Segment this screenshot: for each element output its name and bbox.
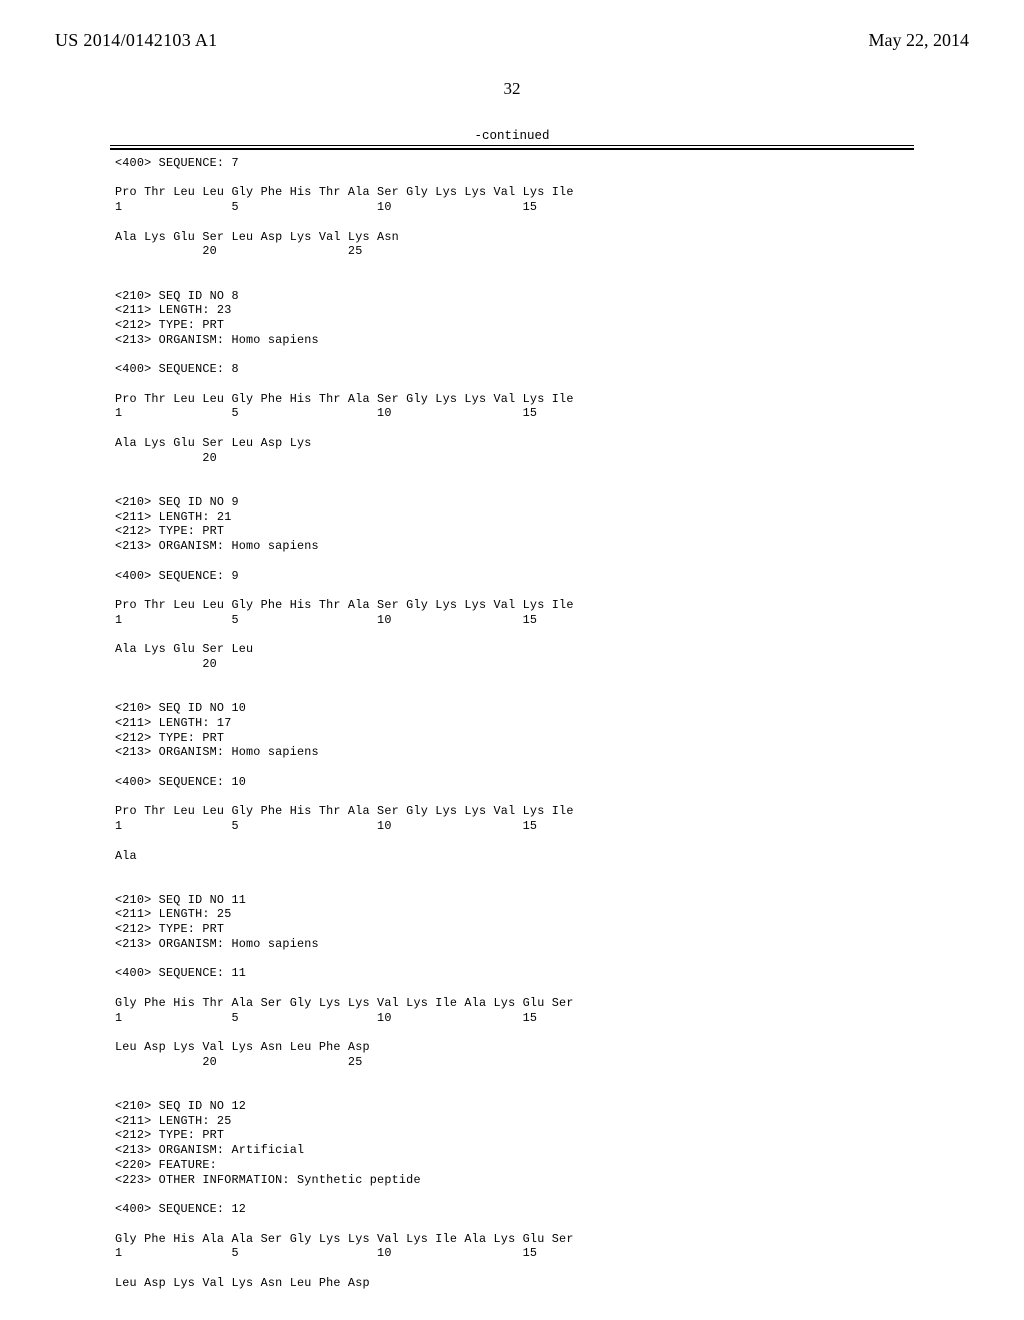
seq8-line2: Ala Lys Glu Ser Leu Asp Lys [115,436,312,450]
seq10-line1: Pro Thr Leu Leu Gly Phe His Thr Ala Ser … [115,804,574,818]
seq12-nums1: 1 5 10 15 [115,1246,537,1260]
seq9-211: <211> LENGTH: 21 [115,510,231,524]
seq11-nums1: 1 5 10 15 [115,1011,537,1025]
seq7-nums2: 20 25 [115,244,363,258]
seq12-213: <213> ORGANISM: Artificial [115,1143,304,1157]
seq7-400: <400> SEQUENCE: 7 [115,156,239,170]
seq8-nums2: 20 [115,451,217,465]
seq10-211: <211> LENGTH: 17 [115,716,231,730]
seq10-line2: Ala [115,849,137,863]
seq9-210: <210> SEQ ID NO 9 [115,495,239,509]
seq8-line1: Pro Thr Leu Leu Gly Phe His Thr Ala Ser … [115,392,574,406]
publication-number: US 2014/0142103 A1 [55,30,217,51]
seq12-210: <210> SEQ ID NO 12 [115,1099,246,1113]
seq12-400: <400> SEQUENCE: 12 [115,1202,246,1216]
seq12-223: <223> OTHER INFORMATION: Synthetic pepti… [115,1173,421,1187]
seq9-line1: Pro Thr Leu Leu Gly Phe His Thr Ala Ser … [115,598,574,612]
seq8-211: <211> LENGTH: 23 [115,303,231,317]
seq8-400: <400> SEQUENCE: 8 [115,362,239,376]
seq11-line2: Leu Asp Lys Val Lys Asn Leu Phe Asp [115,1040,370,1054]
seq10-400: <400> SEQUENCE: 10 [115,775,246,789]
seq9-line2: Ala Lys Glu Ser Leu [115,642,253,656]
seq11-line1: Gly Phe His Thr Ala Ser Gly Lys Lys Val … [115,996,574,1010]
seq8-210: <210> SEQ ID NO 8 [115,289,239,303]
seq7-line1: Pro Thr Leu Leu Gly Phe His Thr Ala Ser … [115,185,574,199]
seq8-nums1: 1 5 10 15 [115,406,537,420]
seq12-line1: Gly Phe His Ala Ala Ser Gly Lys Lys Val … [115,1232,574,1246]
seq12-211: <211> LENGTH: 25 [115,1114,231,1128]
seq10-nums1: 1 5 10 15 [115,819,537,833]
seq11-211: <211> LENGTH: 25 [115,907,231,921]
seq9-212: <212> TYPE: PRT [115,524,224,538]
publication-date: May 22, 2014 [869,30,970,51]
seq10-213: <213> ORGANISM: Homo sapiens [115,745,319,759]
seq10-210: <210> SEQ ID NO 10 [115,701,246,715]
seq11-nums2: 20 25 [115,1055,363,1069]
sequence-listing: <400> SEQUENCE: 7 Pro Thr Leu Leu Gly Ph… [0,150,1024,1291]
seq9-213: <213> ORGANISM: Homo sapiens [115,539,319,553]
page-header: US 2014/0142103 A1 May 22, 2014 [0,0,1024,51]
seq7-nums1: 1 5 10 15 [115,200,537,214]
seq7-line2: Ala Lys Glu Ser Leu Asp Lys Val Lys Asn [115,230,399,244]
seq12-212: <212> TYPE: PRT [115,1128,224,1142]
seq10-212: <212> TYPE: PRT [115,731,224,745]
page-number: 32 [0,79,1024,99]
seq12-line2: Leu Asp Lys Val Lys Asn Leu Phe Asp [115,1276,370,1290]
seq9-nums2: 20 [115,657,217,671]
seq11-213: <213> ORGANISM: Homo sapiens [115,937,319,951]
seq8-212: <212> TYPE: PRT [115,318,224,332]
seq11-212: <212> TYPE: PRT [115,922,224,936]
continued-label: -continued [0,129,1024,143]
seq12-220: <220> FEATURE: [115,1158,217,1172]
seq11-400: <400> SEQUENCE: 11 [115,966,246,980]
seq8-213: <213> ORGANISM: Homo sapiens [115,333,319,347]
seq9-400: <400> SEQUENCE: 9 [115,569,239,583]
seq9-nums1: 1 5 10 15 [115,613,537,627]
seq11-210: <210> SEQ ID NO 11 [115,893,246,907]
